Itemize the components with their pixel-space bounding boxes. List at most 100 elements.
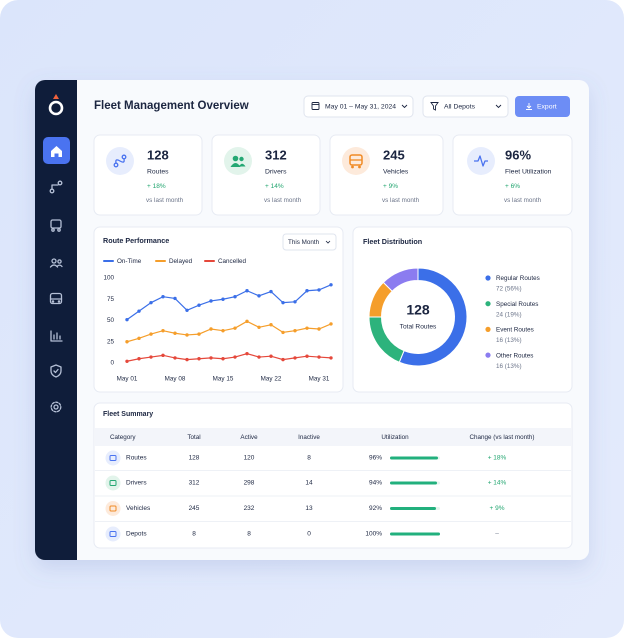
- x-tick-label: May 31: [309, 376, 330, 383]
- sidebar: [35, 80, 77, 560]
- kpi-value: 128: [147, 147, 169, 162]
- line-point: [305, 326, 309, 330]
- icon-part: [474, 155, 488, 167]
- line-point: [209, 356, 213, 360]
- line-point: [233, 355, 237, 359]
- line-point: [161, 295, 165, 299]
- date-range-picker[interactable]: May 01 – May 31, 2024: [303, 95, 414, 118]
- line-point: [281, 300, 285, 305]
- line-point: [221, 329, 225, 333]
- y-tick-label: 50: [107, 317, 115, 324]
- nav-security[interactable]: [50, 364, 62, 378]
- line-point: [173, 296, 177, 301]
- line-point: [293, 356, 297, 360]
- line-point: [329, 322, 333, 326]
- change-cell: –: [495, 531, 499, 538]
- line-point: [305, 289, 309, 293]
- row-icon-glyph: [109, 531, 117, 537]
- nav-reports[interactable]: [50, 330, 63, 342]
- kpi-change: + 14%: [265, 183, 284, 190]
- number-cell: 8: [192, 531, 196, 538]
- export-button[interactable]: Export: [515, 96, 570, 117]
- nav-routes[interactable]: [49, 180, 63, 194]
- table-header-band: [95, 428, 571, 446]
- number-cell: 0: [307, 531, 311, 538]
- nav-vehicles[interactable]: [50, 219, 62, 232]
- legend-label: Other Routes: [496, 352, 533, 359]
- line-point: [221, 357, 225, 361]
- row-icon-glyph: [109, 480, 117, 486]
- utilization-bar: [390, 532, 440, 536]
- chart-title: Fleet Distribution: [363, 237, 422, 246]
- line-series: [126, 320, 332, 343]
- legend-label: Event Routes: [496, 327, 534, 334]
- donut-segment: [382, 267, 419, 292]
- line-point: [197, 303, 201, 307]
- line-point: [149, 355, 153, 359]
- category-cell: Drivers: [126, 480, 147, 487]
- number-cell: 13: [305, 505, 313, 512]
- utilization-cell: 92%: [369, 505, 382, 512]
- icon-part: [239, 156, 244, 162]
- y-tick-label: 75: [107, 296, 115, 303]
- period-dropdown[interactable]: This Month: [282, 233, 337, 251]
- legend-label: Special Routes: [496, 301, 538, 308]
- kpi-label: Vehicles: [383, 168, 409, 175]
- x-tick-label: May 15: [213, 376, 234, 383]
- utilization-bar: [390, 456, 438, 460]
- kpi-label: Drivers: [265, 168, 287, 175]
- icon-part: [351, 165, 354, 169]
- legend-swatch: [485, 301, 491, 307]
- kpi-label: Fleet Utilization: [505, 168, 552, 175]
- legend-label: On-Time: [117, 258, 142, 265]
- line-point: [125, 317, 129, 322]
- table-header: Utilization: [381, 434, 409, 441]
- number-cell: 128: [189, 455, 200, 462]
- line-point: [185, 357, 189, 362]
- kpi-label: Routes: [147, 168, 169, 175]
- table-header: Change (vs last month): [469, 434, 534, 441]
- nav-home[interactable]: [43, 137, 70, 164]
- logo: [48, 100, 64, 116]
- line-point: [209, 299, 213, 303]
- kpi-value: 312: [265, 147, 287, 162]
- table-header: Inactive: [298, 434, 320, 441]
- kpi-change: + 6%: [505, 183, 520, 190]
- line-point: [197, 357, 201, 361]
- line-point: [185, 308, 189, 312]
- table-header: Category: [110, 434, 136, 441]
- depot-filter[interactable]: All Depots: [422, 95, 509, 118]
- legend-label: Delayed: [169, 258, 193, 265]
- kpi-icon: [224, 147, 252, 175]
- icon-part: [113, 162, 119, 168]
- number-cell: 8: [307, 455, 311, 462]
- route-performance-card: [93, 226, 344, 393]
- number-cell: 8: [247, 531, 251, 538]
- number-cell: 298: [244, 480, 255, 487]
- number-cell: 312: [189, 480, 200, 487]
- line-point: [137, 357, 141, 361]
- table-header: Total: [187, 434, 200, 441]
- line-point: [161, 329, 165, 333]
- number-cell: 120: [244, 455, 255, 462]
- donut-center-value: 128: [406, 302, 430, 318]
- line-point: [329, 356, 333, 360]
- row-icon: [105, 475, 121, 491]
- nav-drivers[interactable]: [49, 258, 63, 268]
- kpi-value: 96%: [505, 147, 531, 162]
- legend-label: Cancelled: [218, 258, 247, 265]
- legend-value: 24 (19%): [496, 311, 522, 318]
- nav-fleet[interactable]: [49, 292, 63, 305]
- line-point: [245, 289, 249, 293]
- row-icon: [105, 501, 121, 516]
- category-cell: Vehicles: [126, 505, 151, 512]
- utilization-bar: [390, 507, 436, 510]
- number-cell: 232: [244, 505, 255, 512]
- category-cell: Routes: [126, 455, 147, 462]
- row-icon: [105, 526, 121, 542]
- nav-settings[interactable]: [50, 401, 62, 413]
- line-point: [329, 283, 333, 287]
- utilization-cell: 94%: [369, 480, 382, 487]
- legend-swatch: [485, 326, 491, 332]
